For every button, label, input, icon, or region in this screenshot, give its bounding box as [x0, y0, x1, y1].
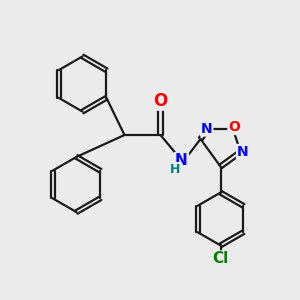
- Text: N: N: [175, 153, 188, 168]
- Text: H: H: [169, 163, 180, 176]
- Text: N: N: [201, 122, 212, 136]
- Text: Cl: Cl: [212, 251, 229, 266]
- Text: N: N: [237, 145, 249, 159]
- Text: O: O: [228, 120, 240, 134]
- Text: O: O: [153, 92, 168, 110]
